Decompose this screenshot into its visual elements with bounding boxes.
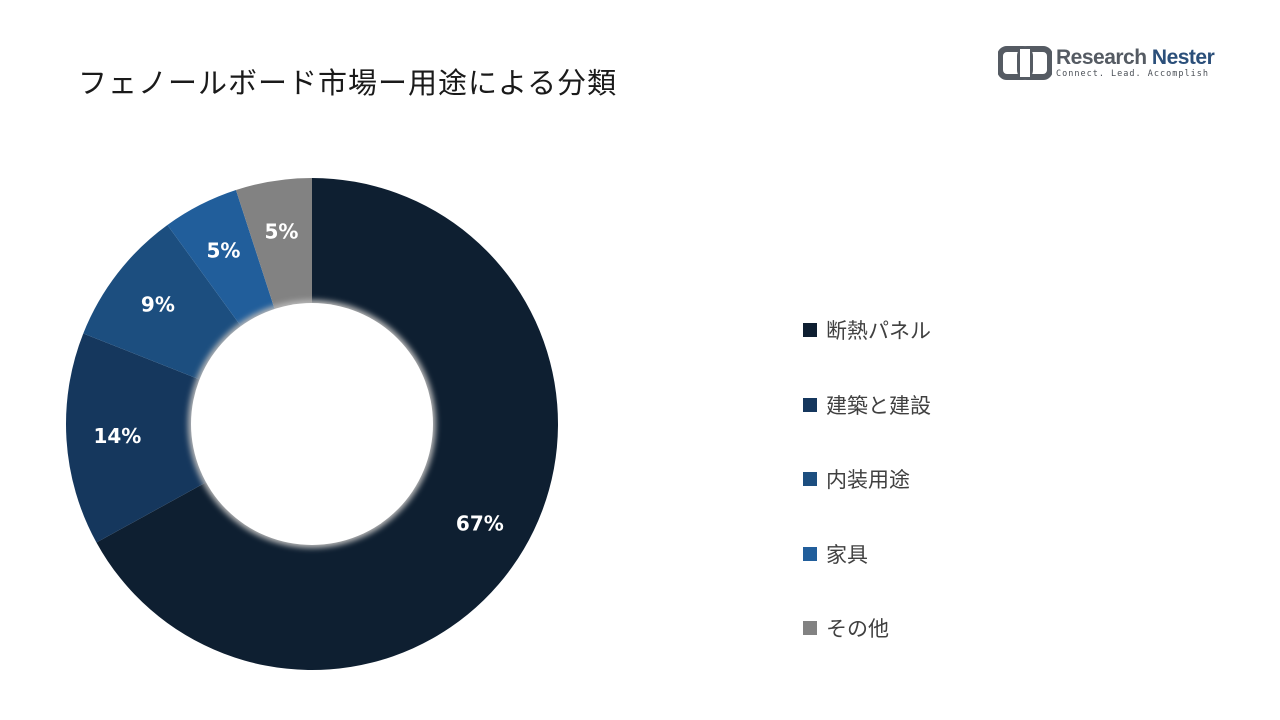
chart-legend: 断熱パネル建築と建設内装用途家具その他 [803, 310, 931, 683]
legend-item-3: 内装用途 [803, 459, 931, 499]
data-label-5: 5% [265, 219, 299, 243]
logo-name-part2: Nester [1151, 46, 1215, 70]
legend-item-4: 家具 [803, 534, 931, 574]
logo-tagline: Connect. Lead. Accomplish [1056, 69, 1209, 80]
data-label-1: 67% [456, 511, 504, 535]
legend-item-1: 断熱パネル [803, 310, 931, 350]
donut-hole [191, 303, 433, 545]
legend-item-2: 建築と建設 [803, 385, 931, 425]
logo-name-part1: Research [1056, 46, 1147, 70]
legend-label: 建築と建設 [826, 393, 931, 418]
chart-title: フェノールボード市場ー用途による分類 [78, 66, 618, 100]
research-nester-logo: Research Nester Connect. Lead. Accomplis… [998, 46, 1215, 80]
legend-swatch [803, 323, 817, 337]
legend-label: 家具 [826, 542, 868, 567]
legend-label: 内装用途 [826, 468, 910, 492]
data-label-3: 9% [141, 292, 175, 316]
legend-label: 断熱パネル [826, 319, 931, 343]
legend-swatch [803, 472, 817, 486]
legend-swatch [803, 621, 817, 635]
legend-swatch [803, 546, 817, 561]
legend-swatch [803, 397, 817, 412]
donut-chart: 67% 14% 9% 5% 5% [66, 178, 559, 670]
legend-label: その他 [826, 617, 889, 641]
data-label-4: 5% [206, 238, 240, 262]
legend-item-5: その他 [803, 608, 931, 648]
logo-mark-icon [998, 46, 1052, 80]
data-label-2: 14% [93, 424, 141, 448]
